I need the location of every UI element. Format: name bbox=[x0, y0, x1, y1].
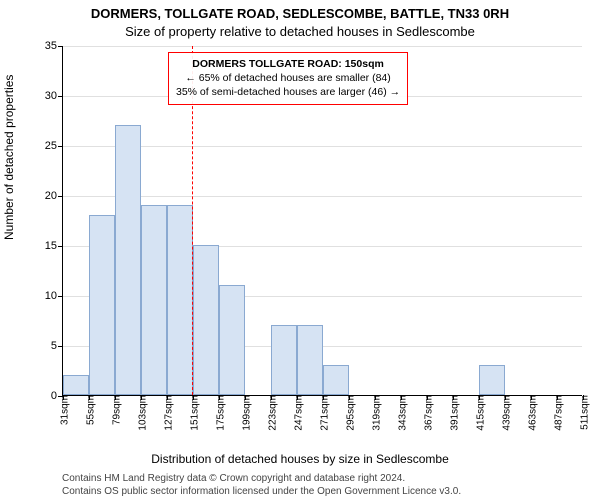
x-tick-label: 175sqm bbox=[212, 395, 227, 431]
histogram-bar bbox=[271, 325, 297, 395]
histogram-bar bbox=[115, 125, 141, 395]
plot-area: 0510152025303531sqm55sqm79sqm103sqm127sq… bbox=[62, 46, 582, 396]
x-tick-label: 295sqm bbox=[342, 395, 357, 431]
x-tick-label: 439sqm bbox=[498, 395, 513, 431]
annotation-line: DORMERS TOLLGATE ROAD: 150sqm bbox=[176, 57, 400, 71]
x-tick-label: 31sqm bbox=[56, 395, 71, 425]
histogram-bar bbox=[479, 365, 505, 395]
annotation-line: 35% of semi-detached houses are larger (… bbox=[176, 85, 400, 99]
x-tick-label: 55sqm bbox=[82, 395, 97, 425]
x-tick-label: 127sqm bbox=[160, 395, 175, 431]
annotation-line: ← 65% of detached houses are smaller (84… bbox=[176, 71, 400, 85]
histogram-bar bbox=[193, 245, 219, 395]
y-tick-label: 20 bbox=[45, 190, 63, 202]
x-tick-label: 487sqm bbox=[550, 395, 565, 431]
histogram-bar bbox=[89, 215, 115, 395]
chart-footnote: Contains HM Land Registry data © Crown c… bbox=[62, 473, 590, 498]
x-axis-label: Distribution of detached houses by size … bbox=[0, 452, 600, 466]
chart-title-main: DORMERS, TOLLGATE ROAD, SEDLESCOMBE, BAT… bbox=[0, 6, 600, 21]
x-tick-label: 199sqm bbox=[238, 395, 253, 431]
x-tick-label: 103sqm bbox=[134, 395, 149, 431]
x-tick-label: 463sqm bbox=[524, 395, 539, 431]
histogram-bar bbox=[167, 205, 193, 395]
histogram-bar bbox=[63, 375, 89, 395]
x-tick-label: 271sqm bbox=[316, 395, 331, 431]
y-tick-label: 15 bbox=[45, 240, 63, 252]
x-tick-label: 247sqm bbox=[290, 395, 305, 431]
chart-title-sub: Size of property relative to detached ho… bbox=[0, 24, 600, 39]
x-tick-label: 319sqm bbox=[368, 395, 383, 431]
y-tick-label: 35 bbox=[45, 40, 63, 52]
x-tick-label: 223sqm bbox=[264, 395, 279, 431]
histogram-bar bbox=[141, 205, 167, 395]
property-annotation-box: DORMERS TOLLGATE ROAD: 150sqm← 65% of de… bbox=[168, 52, 408, 105]
x-tick-label: 391sqm bbox=[446, 395, 461, 431]
x-tick-label: 415sqm bbox=[472, 395, 487, 431]
x-tick-label: 151sqm bbox=[186, 395, 201, 431]
histogram-bar bbox=[323, 365, 349, 395]
x-tick-label: 79sqm bbox=[108, 395, 123, 425]
footnote-line: Contains HM Land Registry data © Crown c… bbox=[62, 473, 590, 486]
x-tick-label: 511sqm bbox=[576, 395, 591, 430]
histogram-bar bbox=[297, 325, 323, 395]
x-tick-label: 367sqm bbox=[420, 395, 435, 431]
y-tick-label: 25 bbox=[45, 140, 63, 152]
property-size-chart: DORMERS, TOLLGATE ROAD, SEDLESCOMBE, BAT… bbox=[0, 0, 600, 500]
y-tick-label: 10 bbox=[45, 290, 63, 302]
histogram-bar bbox=[219, 285, 245, 395]
y-tick-label: 5 bbox=[51, 340, 63, 352]
footnote-line: Contains OS public sector information li… bbox=[62, 486, 590, 499]
gridline-h bbox=[63, 46, 582, 47]
x-tick-label: 343sqm bbox=[394, 395, 409, 431]
y-tick-label: 30 bbox=[45, 90, 63, 102]
y-axis-label: Number of detached properties bbox=[2, 75, 16, 240]
